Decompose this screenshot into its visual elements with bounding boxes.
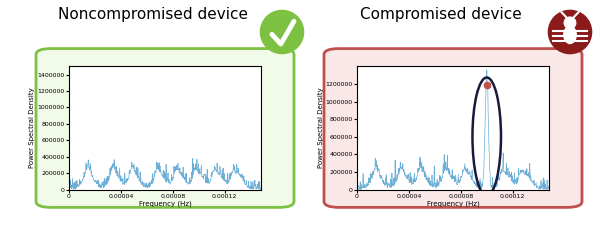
Text: Compromised device: Compromised device (360, 7, 522, 22)
X-axis label: Frequency (Hz): Frequency (Hz) (427, 201, 479, 207)
Circle shape (564, 17, 576, 29)
Text: Noncompromised device: Noncompromised device (58, 7, 248, 22)
X-axis label: Frequency (Hz): Frequency (Hz) (139, 201, 191, 207)
Y-axis label: Power Spectral Density: Power Spectral Density (29, 88, 35, 168)
Ellipse shape (564, 26, 576, 44)
Y-axis label: Power Spectral Density: Power Spectral Density (317, 88, 323, 168)
Circle shape (260, 10, 304, 54)
Circle shape (548, 10, 592, 54)
